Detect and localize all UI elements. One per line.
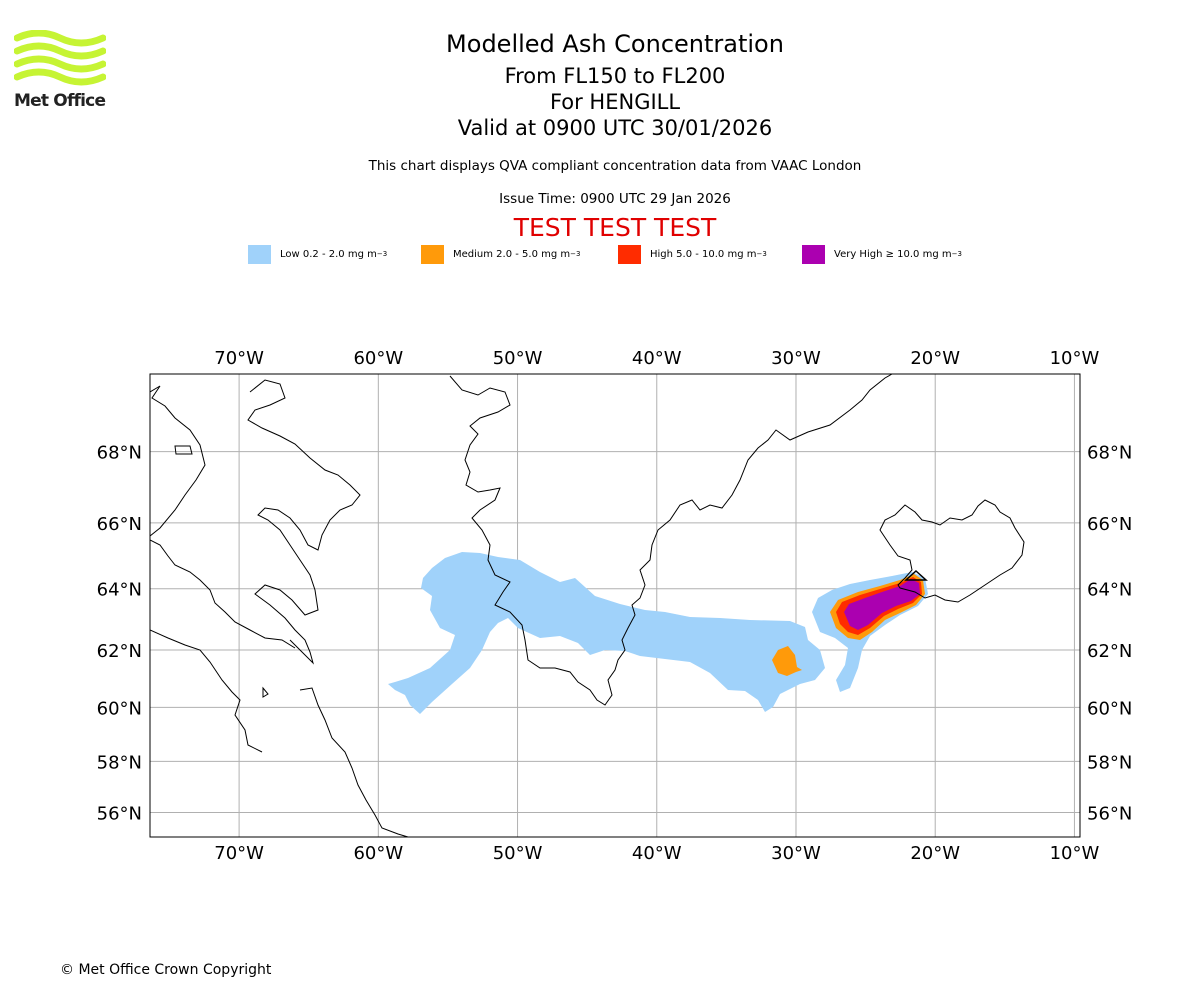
legend-item-medium: Medium 2.0 - 5.0 mg m −3 bbox=[421, 244, 580, 264]
legend-swatch-high bbox=[618, 244, 641, 264]
lon-label-bottom: 20°W bbox=[910, 843, 960, 864]
coastline-canada bbox=[150, 539, 296, 649]
legend-swatch-medium bbox=[421, 244, 444, 264]
lon-label-top: 20°W bbox=[910, 348, 960, 369]
volcano-triangle-icon bbox=[904, 569, 928, 581]
coastline-canada bbox=[150, 629, 263, 753]
lat-label-left: 66°N bbox=[97, 514, 142, 535]
legend-swatch-low bbox=[248, 244, 271, 264]
lat-label-right: 60°N bbox=[1087, 698, 1132, 719]
lon-label-bottom: 40°W bbox=[632, 843, 682, 864]
legend-swatch-very-high bbox=[802, 244, 825, 264]
coastline-baffin-island bbox=[247, 379, 361, 665]
lat-label-left: 60°N bbox=[97, 698, 142, 719]
test-banner: TEST TEST TEST bbox=[513, 213, 717, 242]
legend-item-high: High 5.0 - 10.0 mg m −3 bbox=[618, 244, 767, 264]
lat-label-left: 68°N bbox=[97, 443, 142, 464]
legend-label-high: High 5.0 - 10.0 mg m bbox=[650, 248, 757, 260]
lat-label-left: 62°N bbox=[97, 641, 142, 662]
legend-item-very-high: Very High ≥ 10.0 mg m −3 bbox=[802, 244, 962, 264]
ash-area-medium bbox=[772, 646, 802, 676]
coastline-island bbox=[262, 686, 269, 698]
lat-label-left: 58°N bbox=[97, 752, 142, 773]
lon-label-top: 60°W bbox=[353, 348, 403, 369]
lat-label-right: 66°N bbox=[1087, 514, 1132, 535]
lat-label-left: 56°N bbox=[97, 803, 142, 824]
lon-label-bottom: 30°W bbox=[771, 843, 821, 864]
lon-label-top: 30°W bbox=[771, 348, 821, 369]
legend-label-low: Low 0.2 - 2.0 mg m bbox=[280, 248, 377, 260]
lat-label-right: 64°N bbox=[1087, 580, 1132, 601]
ash-area-very-high bbox=[844, 579, 920, 630]
lat-label-right: 56°N bbox=[1087, 803, 1132, 824]
chart-title: Modelled Ash Concentration bbox=[446, 30, 784, 58]
coastline-greenland-west bbox=[449, 374, 893, 706]
lon-label-bottom: 10°W bbox=[1050, 843, 1100, 864]
legend-label-very-high: Very High ≥ 10.0 mg m bbox=[834, 248, 952, 260]
met-office-logo-text: Met Office bbox=[14, 91, 106, 111]
map-frame bbox=[149, 373, 1081, 838]
copyright-notice: © Met Office Crown Copyright bbox=[60, 962, 272, 978]
ash-area-low bbox=[388, 552, 825, 714]
met-office-waves-icon bbox=[14, 30, 106, 86]
map-gridlines bbox=[150, 374, 1080, 837]
chart-description: This chart displays QVA compliant concen… bbox=[368, 158, 862, 174]
issue-time: Issue Time: 0900 UTC 29 Jan 2026 bbox=[499, 191, 731, 207]
lon-label-top: 50°W bbox=[493, 348, 543, 369]
lon-label-top: 10°W bbox=[1050, 348, 1100, 369]
lat-label-left: 64°N bbox=[97, 580, 142, 601]
coastline-iceland bbox=[879, 499, 1025, 603]
legend-label-medium: Medium 2.0 - 5.0 mg m bbox=[453, 248, 571, 260]
valid-time: Valid at 0900 UTC 30/01/2026 bbox=[457, 116, 773, 140]
lon-label-bottom: 60°W bbox=[353, 843, 403, 864]
coastline-canada bbox=[299, 687, 409, 837]
legend-item-low: Low 0.2 - 2.0 mg m −3 bbox=[248, 244, 387, 264]
lon-label-bottom: 50°W bbox=[493, 843, 543, 864]
coastline-island bbox=[174, 445, 193, 455]
lat-label-right: 58°N bbox=[1087, 752, 1132, 773]
coastline-canada bbox=[150, 385, 206, 537]
map-axis-labels: 70°W 70°W 60°W 60°W 50°W 50°W 40°W 40°W 30°W 30°W… bbox=[97, 348, 1133, 864]
lon-label-top: 40°W bbox=[632, 348, 682, 369]
lat-label-right: 62°N bbox=[1087, 641, 1132, 662]
flight-level-range: From FL150 to FL200 bbox=[504, 64, 726, 88]
coastlines bbox=[150, 374, 1025, 837]
lon-label-top: 70°W bbox=[214, 348, 264, 369]
lat-label-right: 68°N bbox=[1087, 443, 1132, 464]
lon-label-bottom: 70°W bbox=[214, 843, 264, 864]
volcano-name: For HENGILL bbox=[549, 90, 681, 114]
